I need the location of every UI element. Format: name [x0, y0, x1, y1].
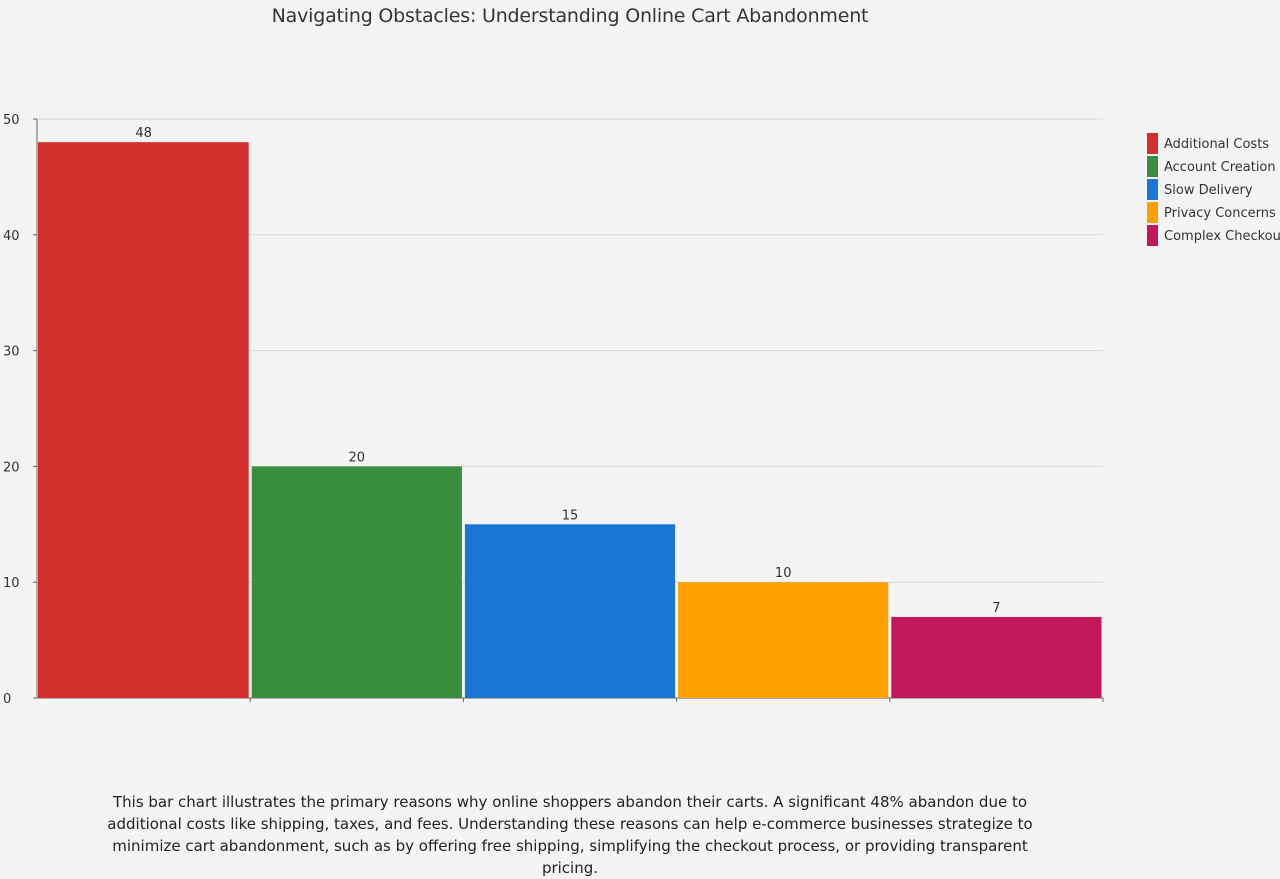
bar-chart: 0 10 20 30 40 50 48 20 15 10 7 Additional Costs Ac… — [3, 113, 1280, 707]
bar — [251, 466, 462, 698]
bar — [464, 524, 676, 698]
y-tick-label: 10 — [3, 576, 20, 591]
y-tick-label: 30 — [3, 345, 20, 360]
data-labels: 48 20 15 10 7 — [135, 126, 1000, 616]
y-tick-label: 20 — [3, 460, 20, 475]
chart-title: Navigating Obstacles: Understanding Onli… — [271, 5, 869, 27]
legend-label: Privacy Concerns — [1164, 206, 1276, 221]
legend-swatch — [1147, 156, 1158, 177]
legend-label: Slow Delivery — [1164, 183, 1253, 198]
legend-swatch — [1147, 225, 1158, 246]
data-label: 48 — [135, 126, 152, 141]
legend-swatch — [1147, 179, 1158, 200]
legend: Additional Costs Account Creation Slow Del… — [1147, 133, 1280, 246]
legend-swatch — [1147, 202, 1158, 223]
y-tick-label: 0 — [3, 692, 11, 707]
legend-label: Additional Costs — [1164, 137, 1269, 152]
bar — [678, 582, 889, 698]
data-label: 15 — [562, 508, 579, 523]
legend-label: Complex Checkout — [1164, 229, 1280, 244]
bars — [38, 142, 1102, 698]
data-label: 7 — [992, 601, 1000, 616]
data-label: 20 — [349, 450, 366, 465]
y-tick-label: 50 — [3, 113, 20, 128]
legend-swatch — [1147, 133, 1158, 154]
bar — [38, 142, 249, 698]
chart-caption: This bar chart illustrates the primary r… — [107, 793, 1033, 877]
data-label: 10 — [775, 566, 792, 581]
y-tick-label: 40 — [3, 229, 20, 244]
bar — [891, 616, 1102, 698]
legend-label: Account Creation — [1164, 160, 1276, 175]
